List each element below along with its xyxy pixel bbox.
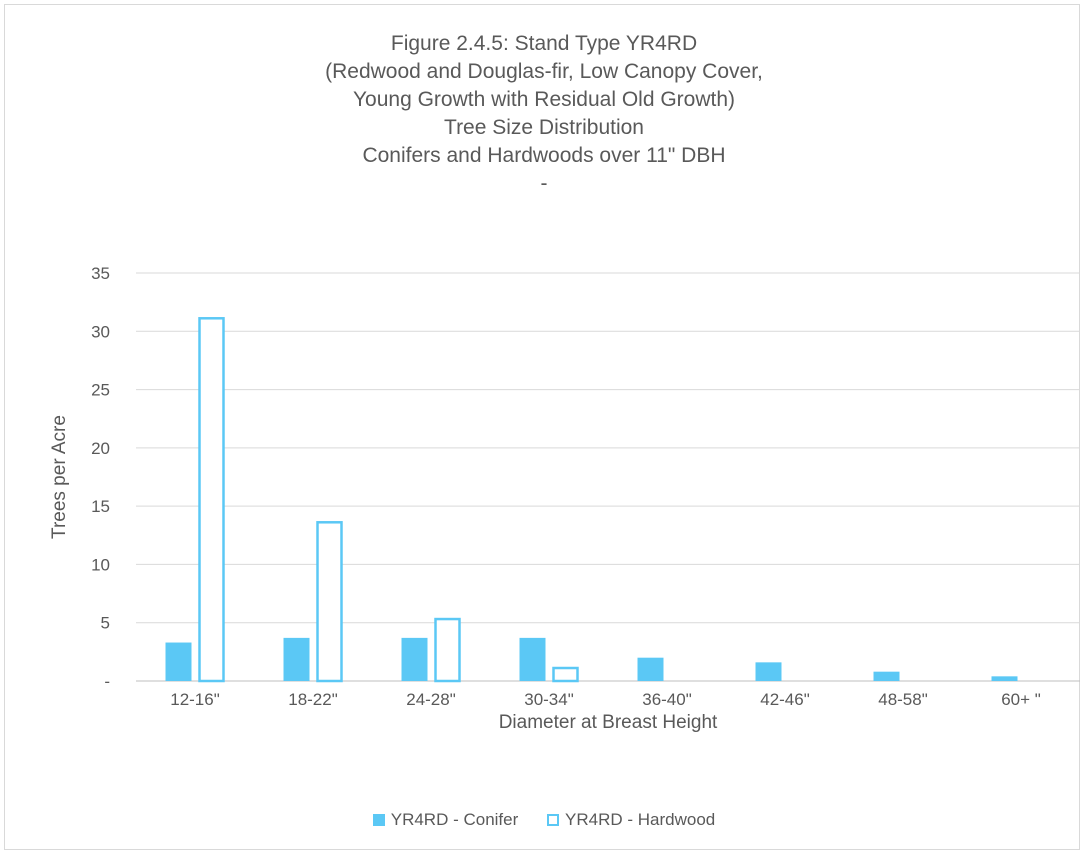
bar-hardwood [552,666,579,683]
bar-conifer [991,676,1018,681]
bar-conifer [519,637,546,681]
title-line: - [540,172,548,195]
bar-conifer [637,657,664,681]
y-tick-label: 25 [91,381,110,400]
chart-frame [4,4,1080,850]
y-tick-label: - [104,672,110,691]
chart-legend: YR4RD - Conifer YR4RD - Hardwood [0,810,1088,831]
x-tick-label: 24-28" [406,690,456,709]
title-line: Young Growth with Residual Old Growth) [352,88,736,111]
y-axis-title: Trees per Acre [49,415,70,539]
legend-swatch-hardwood [547,814,560,826]
x-tick-label: 42-46" [760,690,810,709]
title-line: Figure 2.4.5: Stand Type YR4RD [390,32,698,55]
bar-conifer [283,637,310,681]
y-tick-label: 15 [91,497,110,516]
legend-label-hardwood: YR4RD - Hardwood [565,810,716,829]
bar-hardwood [198,317,225,683]
bar-conifer [401,637,428,681]
bar-conifer [873,671,900,681]
title-line: Conifers and Hardwoods over 11" DBH [362,144,726,167]
bar-conifer [165,642,192,681]
x-tick-label: 30-34" [524,690,574,709]
title-line: Tree Size Distribution [444,116,644,139]
legend-item-conifer: YR4RD - Conifer [372,810,519,830]
x-axis-title: Diameter at Breast Height [498,712,718,733]
chart-title: Figure 2.4.5: Stand Type YR4RD (Redwood … [0,30,1088,198]
legend-swatch-conifer [372,814,385,826]
bar-hardwood [316,521,343,683]
y-tick-label: 20 [91,439,110,458]
title-line: (Redwood and Douglas-fir, Low Canopy Cov… [325,60,763,83]
bar-hardwood [434,617,461,683]
y-tick-label: 10 [91,555,110,574]
y-tick-label: 35 [91,264,110,283]
bar-conifer [755,662,782,681]
x-tick-label: 18-22" [288,690,338,709]
legend-item-hardwood: YR4RD - Hardwood [547,810,715,830]
x-tick-label: 60+ " [1001,690,1041,709]
x-tick-label: 48-58" [878,690,928,709]
y-tick-label: 30 [91,322,110,341]
y-tick-label: 5 [101,614,110,633]
legend-label-conifer: YR4RD - Conifer [390,810,519,829]
x-tick-label: 36-40" [642,690,692,709]
x-tick-label: 12-16" [170,690,220,709]
